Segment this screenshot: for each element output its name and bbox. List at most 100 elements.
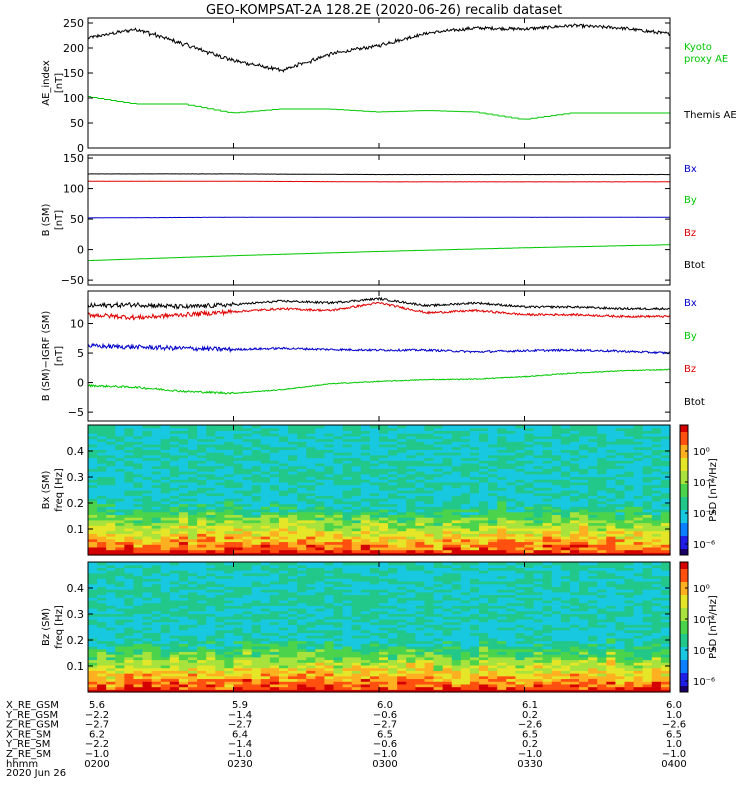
spectrogram-cell bbox=[397, 438, 407, 442]
spectrogram-cell bbox=[397, 430, 407, 434]
spectrogram-cell bbox=[415, 438, 426, 442]
spectrogram-cell bbox=[360, 522, 371, 526]
spectrogram-cell bbox=[642, 452, 653, 456]
spectrogram-cell bbox=[397, 635, 407, 639]
spectrogram-cell bbox=[397, 586, 407, 590]
spectrogram-cell bbox=[197, 471, 207, 475]
spectrogram-cell bbox=[388, 621, 398, 625]
spectrogram-cell bbox=[97, 427, 107, 432]
spectrogram-cell bbox=[579, 492, 589, 497]
spectrogram-cell bbox=[333, 490, 344, 494]
spectrogram-cell bbox=[106, 570, 116, 574]
spectrogram-cell bbox=[97, 449, 107, 453]
spectrogram-cell bbox=[506, 525, 516, 529]
spectrogram-cell bbox=[269, 643, 280, 647]
spectrogram-cell bbox=[360, 476, 371, 480]
spectrogram-cell bbox=[642, 427, 653, 432]
spectrogram-cell bbox=[169, 602, 180, 606]
spectrogram-cell bbox=[251, 648, 262, 652]
spectrogram-cell bbox=[288, 599, 298, 604]
spectrogram-cell bbox=[624, 525, 635, 529]
spectrogram-cell bbox=[288, 678, 298, 682]
spectrogram-cell bbox=[488, 546, 498, 551]
spectrogram-cell bbox=[351, 449, 362, 453]
spectrogram-cell bbox=[106, 468, 116, 472]
spectrogram-cell bbox=[133, 457, 144, 461]
spectrogram-cell bbox=[242, 599, 253, 604]
spectrogram-cell bbox=[224, 508, 235, 513]
spectrogram-cell bbox=[406, 597, 416, 601]
spectrogram-cell bbox=[169, 495, 180, 499]
spectrogram-cell bbox=[315, 662, 326, 666]
spectrogram-cell bbox=[424, 541, 435, 545]
spectrogram-cell bbox=[242, 549, 253, 553]
spectrogram-cell bbox=[224, 640, 235, 644]
spectrogram-cell bbox=[460, 446, 471, 450]
spectrogram-cell bbox=[515, 460, 526, 464]
spectrogram-cell bbox=[233, 495, 244, 499]
spectrogram-cell bbox=[169, 659, 180, 663]
spectrogram-cell bbox=[560, 476, 571, 480]
spectrogram-cell bbox=[197, 686, 207, 690]
spectrogram-cell bbox=[633, 465, 644, 469]
spectrogram-cell bbox=[351, 643, 362, 647]
spectrogram-cell bbox=[206, 508, 216, 513]
spectrogram-cell bbox=[188, 567, 198, 571]
spectrogram-cell bbox=[579, 471, 589, 475]
spectrogram-cell bbox=[160, 599, 171, 604]
spectrogram-cell bbox=[379, 667, 389, 671]
spectrogram-cell bbox=[369, 570, 380, 574]
spectrogram-cell bbox=[542, 503, 553, 507]
spectrogram-cell bbox=[633, 503, 644, 507]
spectrogram-cell bbox=[379, 645, 389, 650]
spectrogram-cell bbox=[315, 468, 326, 472]
spectrogram-cell bbox=[569, 487, 580, 491]
spectrogram-cell bbox=[206, 492, 216, 497]
spectrogram-cell bbox=[269, 618, 280, 623]
spectrogram-cell bbox=[306, 580, 316, 585]
spectrogram-cell bbox=[351, 471, 362, 475]
spectrogram-cell bbox=[369, 490, 380, 494]
spectrogram-cell bbox=[188, 599, 198, 604]
spectrogram-cell bbox=[542, 465, 553, 469]
spectrogram-cell bbox=[497, 508, 507, 513]
spectrogram-cell bbox=[379, 449, 389, 453]
spectrogram-cell bbox=[197, 635, 207, 639]
spectrogram-cell bbox=[406, 675, 416, 680]
spectrogram-cell bbox=[379, 495, 389, 499]
spectrogram-cell bbox=[188, 519, 198, 524]
spectrogram-cell bbox=[488, 449, 498, 453]
spectrogram-cell bbox=[442, 549, 453, 553]
spectrogram-cell bbox=[133, 683, 144, 688]
spectrogram-cell bbox=[169, 610, 180, 615]
spectrogram-cell bbox=[406, 546, 416, 551]
spectrogram-cell bbox=[115, 484, 125, 488]
spectrogram-cell bbox=[388, 578, 398, 582]
spectrogram-cell bbox=[115, 538, 125, 543]
spectrogram-cell bbox=[142, 541, 153, 545]
spectrogram-cell bbox=[433, 527, 444, 532]
spectrogram-cell bbox=[515, 500, 526, 505]
spectrogram-cell bbox=[251, 473, 262, 478]
spectrogram-cell bbox=[142, 479, 153, 483]
spectrogram-cell bbox=[206, 500, 216, 505]
spectrogram-cell bbox=[88, 591, 98, 596]
spectrogram-cell bbox=[479, 479, 489, 483]
spectrogram-cell bbox=[288, 681, 298, 685]
spectrogram-cell bbox=[397, 544, 407, 548]
spectrogram-cell bbox=[324, 492, 335, 497]
spectrogram-cell bbox=[342, 667, 353, 671]
spectrogram-cell bbox=[197, 427, 207, 432]
spectrogram-cell bbox=[142, 508, 153, 513]
spectrogram-cell bbox=[160, 425, 171, 429]
spectrogram-cell bbox=[560, 462, 571, 467]
spectrogram-cell bbox=[388, 605, 398, 609]
spectrogram-cell bbox=[451, 508, 462, 513]
spectrogram-cell bbox=[197, 508, 207, 513]
spectrogram-cell bbox=[497, 538, 507, 543]
spectrogram-cell bbox=[306, 591, 316, 596]
spectrogram-cell bbox=[315, 544, 326, 548]
spectrogram-cell bbox=[369, 629, 380, 634]
spectrogram-cell bbox=[433, 479, 444, 483]
